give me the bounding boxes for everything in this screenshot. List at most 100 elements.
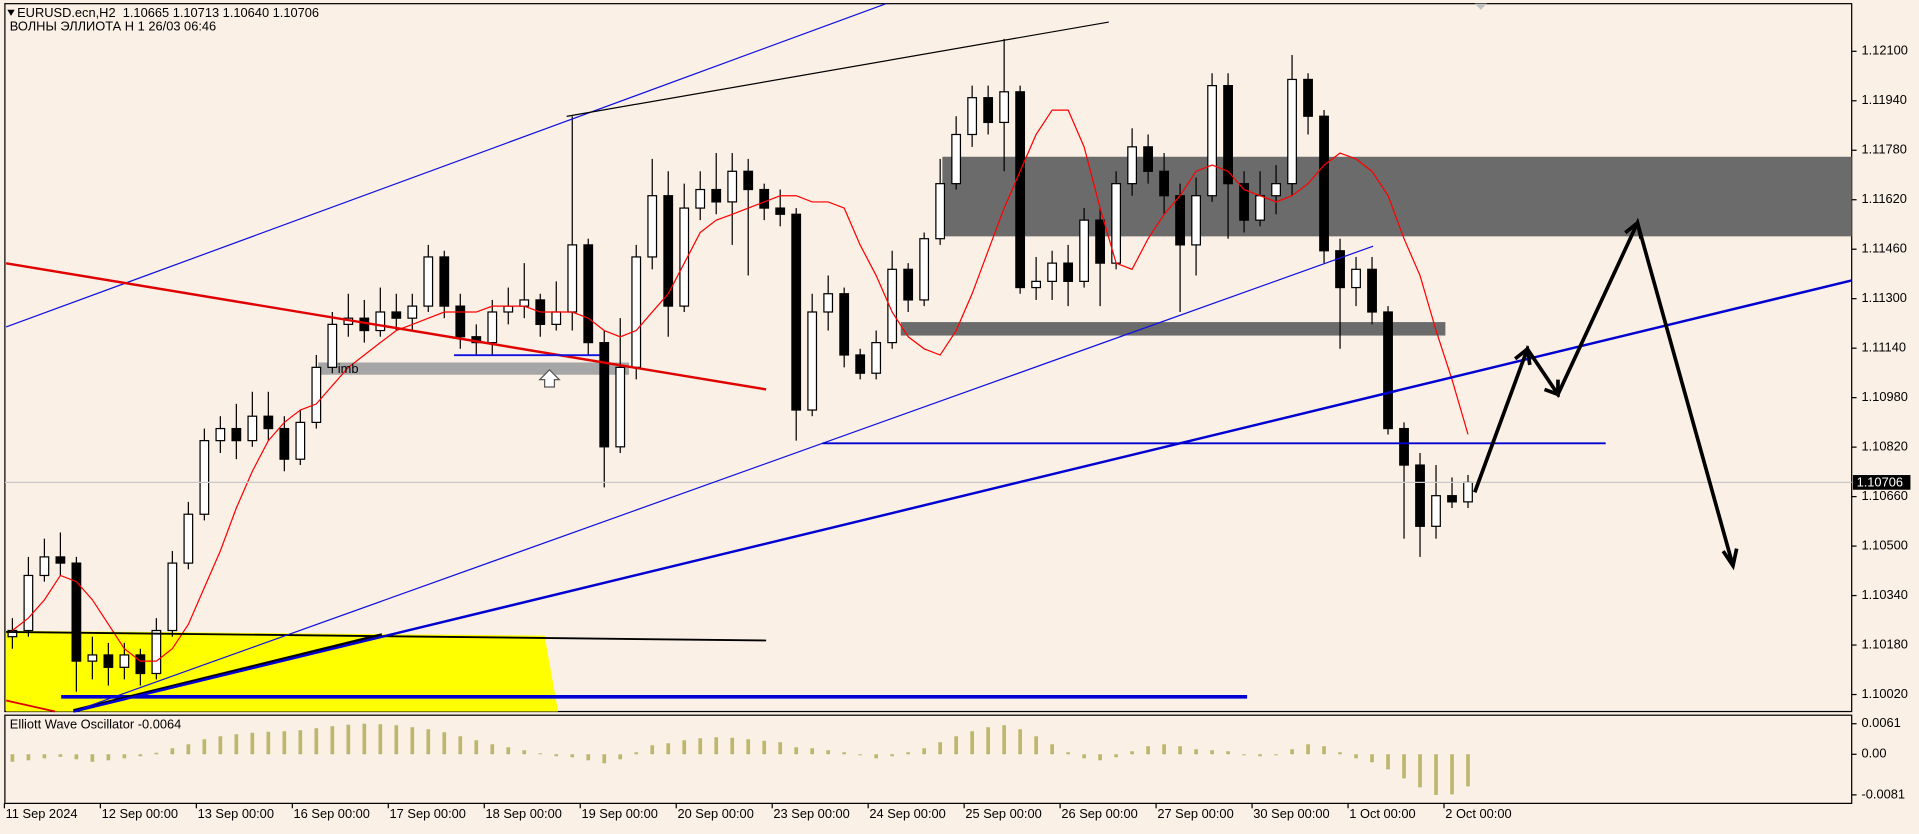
candle-body <box>135 654 146 675</box>
x-tick-label: 26 Sep 00:00 <box>1061 806 1137 821</box>
candle-body <box>791 213 802 411</box>
oscillator-bar <box>826 750 831 755</box>
oscillator-bar <box>570 754 575 758</box>
oscillator-bar <box>1050 744 1054 755</box>
oscillator-bar <box>42 754 47 759</box>
oscillator-bar <box>1002 725 1006 755</box>
oscillator-title: Elliott Wave Oscillator -0.0064 <box>10 716 182 731</box>
y-tick-label: 1.10980 <box>1861 389 1907 404</box>
candle-body <box>439 256 450 307</box>
oscillator-bar <box>106 754 111 761</box>
arrow-head <box>1624 219 1643 240</box>
oscillator-bar <box>586 754 591 761</box>
arrow-head <box>1721 548 1739 571</box>
last-price-label: 1.10706 <box>1857 474 1903 489</box>
candle-body <box>871 341 882 374</box>
y-tick-label: 1.10660 <box>1861 488 1907 503</box>
candle-body <box>599 341 610 448</box>
oscillator-bar <box>1434 754 1438 795</box>
oscillator-bar <box>394 725 399 755</box>
oscillator-bar <box>90 754 95 762</box>
y-tick-label: -0.0081 <box>1861 786 1905 801</box>
oscillator-bar <box>138 754 143 757</box>
candle-body <box>295 421 306 460</box>
zone-label: imb <box>338 361 359 376</box>
oscillator-bar <box>618 754 623 760</box>
candle-body <box>999 91 1010 124</box>
candle-body <box>55 556 66 564</box>
candle-body <box>1159 170 1169 197</box>
oscillator-bar <box>682 740 687 755</box>
yellow-zone <box>6 630 559 712</box>
candle-body <box>903 268 914 301</box>
shift-marker <box>1474 3 1487 10</box>
candle-body <box>1399 427 1409 466</box>
oscillator-bar <box>538 753 543 755</box>
candle-body <box>551 311 562 325</box>
oscillator-bar <box>266 731 271 755</box>
candle-body <box>375 311 386 332</box>
y-tick-label: 0.00 <box>1861 746 1886 761</box>
oscillator-bar <box>1418 754 1422 788</box>
arrow-head <box>1513 345 1532 366</box>
oscillator-bar <box>1322 746 1326 755</box>
trend-line <box>5 699 56 713</box>
candle-body <box>1303 78 1313 117</box>
oscillator-bar <box>1082 754 1086 759</box>
oscillator-bar <box>554 754 559 757</box>
menu-icon <box>7 9 15 16</box>
oscillator-bar <box>218 736 223 755</box>
oscillator-bar <box>1370 754 1374 763</box>
candle-body <box>247 415 258 442</box>
x-tick-label: 1 Oct 00:00 <box>1349 806 1415 821</box>
y-tick-label: 1.11300 <box>1861 290 1906 305</box>
x-tick-label: 17 Sep 00:00 <box>390 806 466 821</box>
oscillator-bar <box>170 748 175 755</box>
oscillator-bar <box>666 743 671 755</box>
oscillator-bar <box>298 730 303 755</box>
oscillator-bar <box>1354 754 1358 759</box>
oscillator-bar <box>442 732 447 755</box>
oscillator-bar <box>1386 754 1390 770</box>
y-tick-label: 1.11140 <box>1861 340 1906 355</box>
candle-body <box>1223 85 1233 185</box>
candle-body <box>1063 262 1074 282</box>
candle-body <box>391 311 402 319</box>
candle-body <box>1287 78 1297 185</box>
candle-body <box>23 574 34 632</box>
candle-body <box>615 366 626 448</box>
x-tick-label: 20 Sep 00:00 <box>677 806 753 821</box>
candle-body <box>103 654 114 668</box>
x-tick-label: 18 Sep 00:00 <box>486 806 562 821</box>
x-tick-label: 12 Sep 00:00 <box>102 806 178 821</box>
candle-body <box>807 311 818 411</box>
oscillator-bar <box>1402 754 1406 779</box>
trend-line <box>73 279 1852 713</box>
y-tick-label: 1.10500 <box>1861 537 1907 552</box>
oscillator-bar <box>186 744 191 755</box>
candle-body <box>663 195 674 307</box>
moving-average <box>11 109 1469 662</box>
oscillator-panel <box>4 714 1853 804</box>
candle-body <box>151 629 162 675</box>
candle-body <box>983 97 994 124</box>
oscillator-bar <box>938 742 942 755</box>
oscillator-bar <box>890 754 895 757</box>
candle-body <box>967 97 978 136</box>
y-tick-label: 1.11780 <box>1861 142 1906 157</box>
candle-body <box>1271 183 1281 197</box>
x-tick-label: 30 Sep 00:00 <box>1253 806 1329 821</box>
oscillator-bar <box>1178 746 1182 755</box>
oscillator-bar <box>730 737 735 755</box>
oscillator-bar <box>1194 749 1198 755</box>
oscillator-bar <box>1258 754 1262 757</box>
oscillator-bar <box>58 754 63 757</box>
candle-body <box>1175 195 1185 246</box>
candle-body <box>279 427 290 460</box>
oscillator-bar <box>1066 752 1070 755</box>
oscillator-bar <box>330 726 335 755</box>
oscillator-bar <box>922 748 926 755</box>
oscillator-bar <box>1226 751 1230 755</box>
candle-body <box>1383 311 1393 430</box>
